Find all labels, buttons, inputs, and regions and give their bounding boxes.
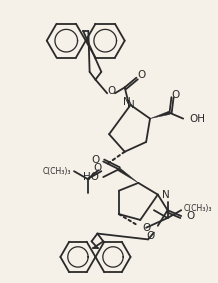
Text: OH: OH (189, 113, 205, 124)
Text: C(CH₃)₃: C(CH₃)₃ (184, 204, 213, 213)
Polygon shape (150, 111, 170, 119)
Text: O: O (186, 211, 194, 221)
Text: O: O (107, 86, 115, 96)
Text: O: O (137, 70, 145, 80)
Text: N: N (162, 190, 169, 200)
Text: O: O (142, 223, 150, 233)
Polygon shape (118, 168, 138, 183)
Text: O: O (93, 163, 101, 173)
Text: O: O (91, 155, 99, 164)
Text: O: O (147, 231, 155, 241)
Text: N: N (127, 100, 135, 110)
Text: N: N (123, 97, 131, 107)
Text: HO: HO (83, 172, 99, 182)
Text: C(CH₃)₃: C(CH₃)₃ (43, 167, 71, 176)
Text: O: O (171, 90, 179, 100)
